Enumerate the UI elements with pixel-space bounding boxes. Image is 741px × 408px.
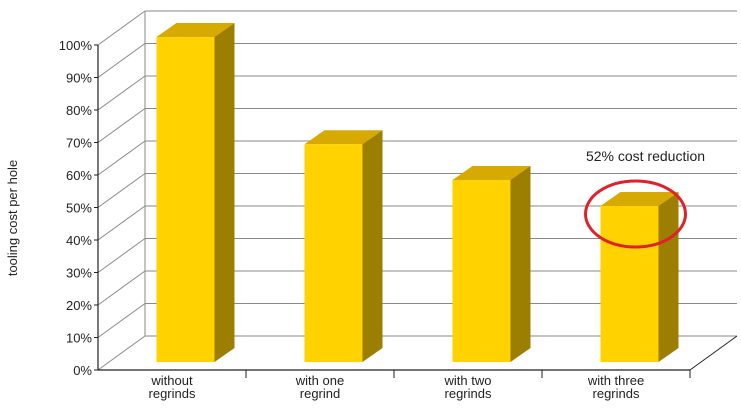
bar-side	[362, 130, 383, 362]
grid-diagonal	[97, 270, 146, 306]
y-tick-label: 20%	[66, 298, 92, 313]
bar-side	[510, 166, 531, 362]
grid-diagonal	[97, 43, 146, 78]
grid-diagonal	[97, 335, 146, 371]
x-tick-label: regrind	[300, 386, 340, 401]
grid-diagonal	[97, 140, 146, 176]
bar	[600, 206, 659, 362]
bar-top	[156, 23, 235, 37]
bar-top	[304, 130, 383, 145]
bar	[156, 37, 215, 362]
grid-diagonal	[97, 303, 146, 338]
grid-diagonal	[97, 173, 146, 208]
x-tick-label: regrinds	[445, 386, 492, 401]
grid-diagonal	[97, 10, 146, 46]
y-tick-label: 40%	[66, 233, 92, 248]
y-axis-label: tooling cost per hole	[5, 160, 20, 276]
chart-axes	[94, 44, 738, 378]
y-tick-label: 80%	[66, 103, 92, 118]
annotation: 52% cost reduction	[584, 148, 705, 249]
y-tick-label: 70%	[66, 136, 92, 151]
y-tick-label: 60%	[66, 168, 92, 183]
x-tick-label: regrinds	[593, 386, 640, 401]
bar-side	[658, 192, 679, 362]
x-tick-label: with one	[295, 373, 344, 388]
x-tick-label: with three	[587, 373, 644, 388]
bar	[304, 144, 363, 362]
y-tick-label: 90%	[66, 71, 92, 86]
chart-grid	[97, 10, 737, 371]
bars	[156, 23, 679, 362]
annotation-circle	[584, 179, 687, 249]
annotation-text: 52% cost reduction	[586, 148, 705, 164]
y-tick-label: 10%	[66, 331, 92, 346]
x-tick-label: without	[150, 373, 193, 388]
y-tick-label: 50%	[66, 201, 92, 216]
floor-right-edge	[689, 335, 738, 371]
grid-diagonal	[97, 205, 146, 241]
y-tick-labels: 0% 10% 20% 30% 40% 50% 60% 70% 80% 90% 100%	[59, 38, 93, 378]
y-tick-label: 30%	[66, 266, 92, 281]
bar-top	[452, 166, 531, 180]
x-tick-label: regrinds	[149, 386, 196, 401]
grid-diagonal	[97, 75, 146, 111]
grid-diagonal	[97, 238, 146, 273]
bar-side	[214, 23, 235, 362]
y-tick-label: 100%	[59, 38, 93, 53]
y-tick-label: 0%	[73, 363, 92, 378]
bar-top	[600, 192, 679, 206]
x-tick-label: with two	[444, 373, 492, 388]
grid-diagonal	[97, 108, 146, 143]
bar	[452, 180, 511, 362]
